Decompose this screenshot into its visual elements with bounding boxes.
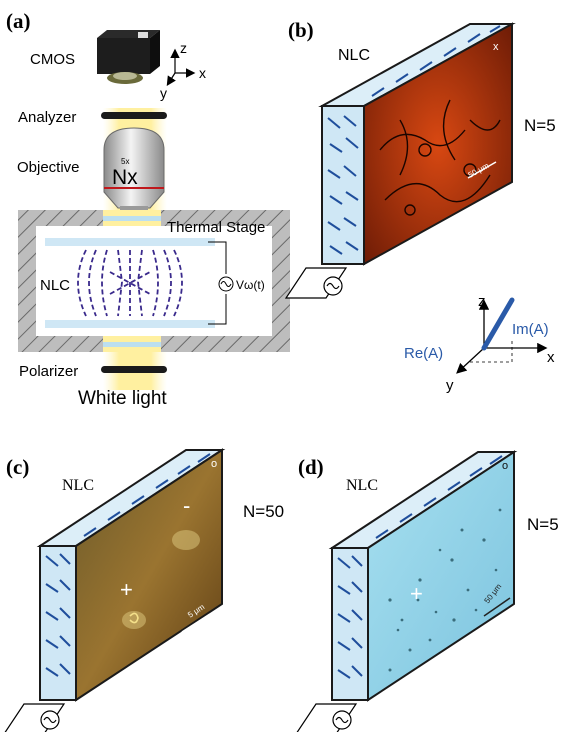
objective-label: Objective [17,159,80,176]
polarizer-plate [101,366,167,373]
plus-mark-c: + [120,577,133,602]
count-label-d: N=5 [527,515,559,534]
axis-a-x: x [199,65,206,81]
molecules-d [337,455,503,679]
analyzer-label: Analyzer [18,109,76,126]
panel-d-tag: (d) [298,455,324,479]
re-label: Re(A) [404,345,443,362]
top-glass-slide [45,238,215,246]
plus-mark-d: + [410,581,423,606]
objective-lens-icon [103,127,165,211]
white-light-label: White light [78,388,167,409]
ac-source-c [4,703,66,732]
minus-mark-c: - [183,493,190,518]
scalebar-d [483,597,511,617]
scalebar-b [467,161,497,179]
director-field [77,249,183,317]
panel-a-tag: (a) [6,9,31,33]
panel-b: (b) NLC x [284,18,556,394]
nlc-label-c: NLC [62,477,94,494]
molecules-c [45,453,211,677]
analyzer-plate [101,112,167,119]
count-label-b: N=5 [524,116,556,135]
polarizer-label: Polarizer [19,363,78,380]
nlc-label-a: NLC [40,277,70,294]
complex-axes [456,297,548,374]
cell-block-c [36,448,226,702]
voltage-source [208,241,234,325]
count-label-c: N=50 [243,502,284,521]
nlc-label-b: NLC [338,47,370,64]
panel-b-tag: (b) [288,18,314,42]
im-label: Im(A) [512,321,549,338]
objective-mark: Nx [112,166,138,189]
axis-b-y: y [446,377,454,394]
objective-mark-small: 5x [121,157,129,166]
stage-label: Thermal Stage [167,219,265,236]
axis-a-z: z [180,40,187,56]
panel-c-tag: (c) [6,455,29,479]
axis-b-z: z [478,293,486,310]
specks-d [388,508,502,672]
corner-mark-b: x [493,41,499,53]
voltage-label: Vω(t) [236,278,265,292]
cmos-label: CMOS [30,51,75,68]
panel-c: (c) NLC + - o 5 μm [4,448,284,732]
nlc-label-d: NLC [346,477,378,494]
molecules-b [327,25,501,255]
axes-a: z x y [160,40,206,101]
cell-block-d [328,450,518,702]
panel-d: (d) NLC + o 50 μm [296,450,559,732]
axis-b-x: x [547,349,555,366]
corner-mark-d: o [502,460,508,472]
ac-source-d [296,703,358,732]
ac-source-b [284,267,348,299]
axis-a-y: y [160,85,167,101]
cmos-camera-icon [97,30,160,84]
corner-mark-c: o [211,458,217,470]
defect-pattern-b [379,99,501,216]
scalebar-c [181,613,211,633]
defects-c [122,530,200,629]
bottom-glass-slide [45,320,215,328]
panel-a: (a) CMOS z x y Analyzer [6,9,290,409]
